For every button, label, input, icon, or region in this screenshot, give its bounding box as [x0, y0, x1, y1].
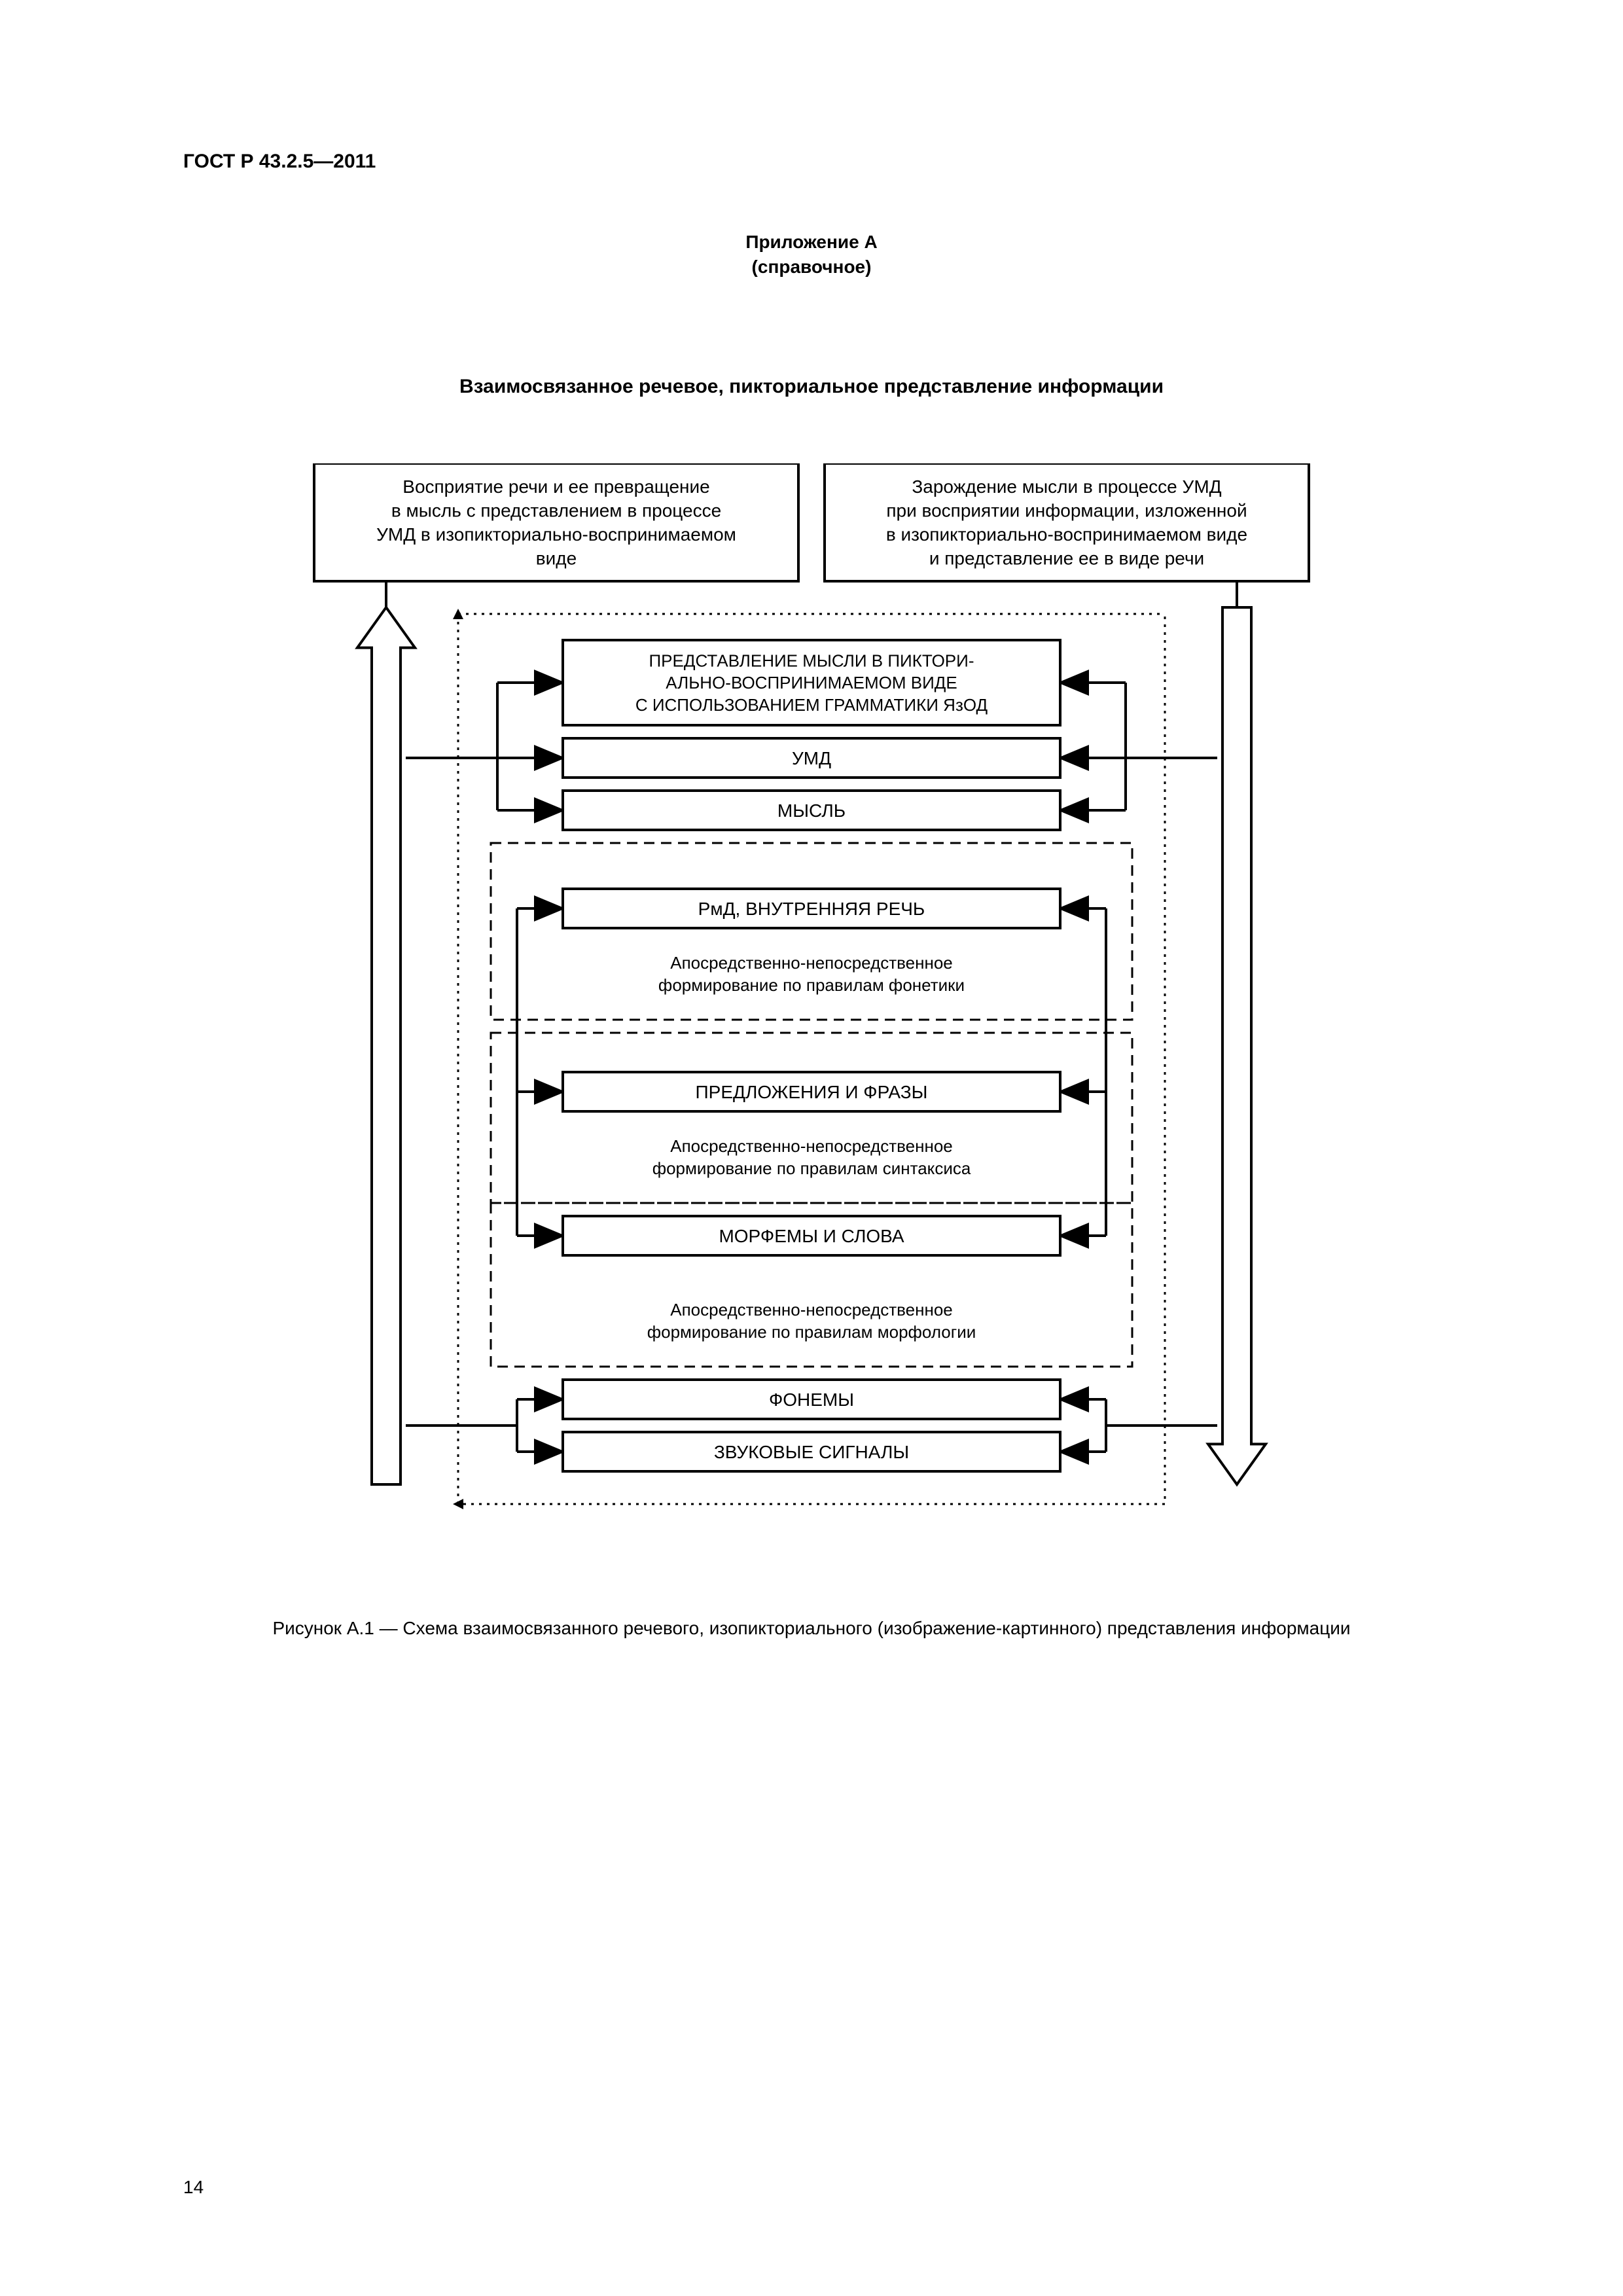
- svg-text:МЫСЛЬ: МЫСЛЬ: [777, 800, 846, 821]
- svg-text:при восприятии информации, изл: при восприятии информации, изложенной: [886, 501, 1247, 521]
- page-number: 14: [183, 2177, 204, 2198]
- svg-text:формирование по правилам морфо: формирование по правилам морфологии: [647, 1322, 976, 1342]
- svg-text:АЛЬНО-ВОСПРИНИМАЕМОМ ВИДЕ: АЛЬНО-ВОСПРИНИМАЕМОМ ВИДЕ: [666, 673, 957, 692]
- svg-text:виде: виде: [536, 548, 577, 568]
- svg-text:Апосредственно-непосредственно: Апосредственно-непосредственное: [670, 1136, 953, 1156]
- flowchart-diagram: Восприятие речи и ее превращение в мысль …: [288, 463, 1335, 1576]
- svg-text:Зарождение мысли в процессе УМ: Зарождение мысли в процессе УМД: [912, 476, 1221, 497]
- svg-text:ФОНЕМЫ: ФОНЕМЫ: [769, 1390, 854, 1410]
- figure-caption: Рисунок А.1 — Схема взаимосвязанного реч…: [183, 1615, 1440, 1641]
- svg-text:Апосредственно-непосредственно: Апосредственно-непосредственное: [670, 1300, 953, 1319]
- svg-text:формирование по правилам фонет: формирование по правилам фонетики: [658, 975, 965, 995]
- flowchart-svg: Восприятие речи и ее превращение в мысль …: [288, 463, 1335, 1576]
- doc-header: ГОСТ Р 43.2.5—2011: [183, 151, 1440, 173]
- svg-text:ЗВУКОВЫЕ СИГНАЛЫ: ЗВУКОВЫЕ СИГНАЛЫ: [714, 1442, 909, 1462]
- appendix-subtitle: (справочное): [183, 257, 1440, 278]
- appendix-title: Приложение А: [183, 232, 1440, 253]
- svg-text:УМД в изопикториально-восприни: УМД в изопикториально-воспринимаемом: [376, 524, 736, 545]
- svg-text:РмД, ВНУТРЕННЯЯ РЕЧЬ: РмД, ВНУТРЕННЯЯ РЕЧЬ: [698, 899, 925, 919]
- svg-text:УМД: УМД: [792, 748, 831, 768]
- svg-text:ПРЕДСТАВЛЕНИЕ МЫСЛИ В ПИКТОРИ-: ПРЕДСТАВЛЕНИЕ МЫСЛИ В ПИКТОРИ-: [649, 651, 974, 670]
- svg-text:и представление ее в виде речи: и представление ее в виде речи: [929, 548, 1204, 568]
- svg-text:в мысль с представлением в про: в мысль с представлением в процессе: [391, 501, 721, 521]
- svg-text:в изопикториально-воспринимаем: в изопикториально-воспринимаемом виде: [886, 524, 1247, 545]
- svg-text:ПРЕДЛОЖЕНИЯ И ФРАЗЫ: ПРЕДЛОЖЕНИЯ И ФРАЗЫ: [696, 1082, 928, 1102]
- svg-text:формирование по правилам синта: формирование по правилам синтаксиса: [652, 1158, 971, 1178]
- svg-text:С ИСПОЛЬЗОВАНИЕМ ГРАММАТИКИ Яз: С ИСПОЛЬЗОВАНИЕМ ГРАММАТИКИ ЯзОД: [635, 695, 988, 715]
- svg-text:МОРФЕМЫ И СЛОВА: МОРФЕМЫ И СЛОВА: [719, 1226, 904, 1246]
- svg-text:Апосредственно-непосредственно: Апосредственно-непосредственное: [670, 953, 953, 973]
- main-title: Взаимосвязанное речевое, пикториальное п…: [183, 376, 1440, 398]
- svg-text:Восприятие речи и ее превращен: Восприятие речи и ее превращение: [402, 476, 709, 497]
